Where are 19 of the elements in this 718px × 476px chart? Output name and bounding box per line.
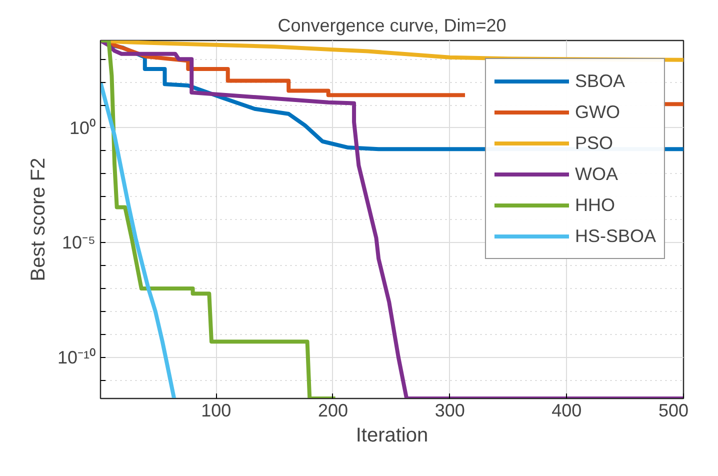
legend-label: GWO bbox=[574, 102, 620, 122]
y-tick-label: 10⁻⁵ bbox=[62, 232, 96, 253]
legend-label: PSO bbox=[574, 132, 613, 154]
x-tick-label: 100 bbox=[201, 400, 232, 420]
y-axis-title: Best score F2 bbox=[27, 158, 50, 282]
x-tick-label: 200 bbox=[318, 400, 348, 420]
legend-label: WOA bbox=[574, 164, 618, 184]
y-tick-label: 10⁻¹⁰ bbox=[57, 347, 96, 368]
y-tick-label: 10⁰ bbox=[69, 118, 96, 138]
legend-label: SBOA bbox=[574, 70, 625, 92]
line-series bbox=[100, 40, 684, 398]
x-tick-label: 300 bbox=[434, 400, 465, 420]
x-axis-title: Iteration bbox=[356, 424, 428, 446]
legend-label: HHO bbox=[574, 194, 615, 216]
x-tick-label: 500 bbox=[658, 400, 689, 420]
legend-label: HS-SBOA bbox=[574, 226, 656, 246]
line-series bbox=[100, 80, 176, 398]
x-tick-label: 400 bbox=[552, 400, 582, 420]
chart-title: Convergence curve, Dim=20 bbox=[278, 16, 506, 36]
